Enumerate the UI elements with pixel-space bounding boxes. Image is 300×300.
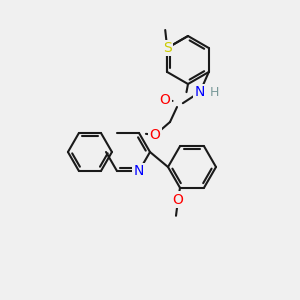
Text: O: O [172,193,183,207]
Text: N: N [195,85,205,99]
Text: O: O [160,93,170,107]
Text: S: S [163,41,172,55]
Text: O: O [150,128,160,142]
Text: N: N [134,164,144,178]
Text: H: H [210,85,219,98]
